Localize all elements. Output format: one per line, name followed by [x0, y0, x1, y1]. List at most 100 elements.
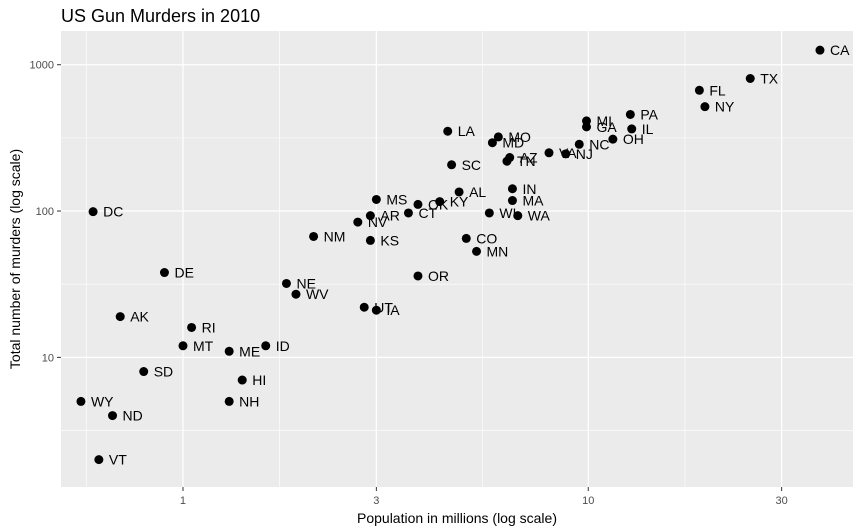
point-label-az: AZ: [520, 150, 538, 166]
point-vt: [94, 455, 104, 465]
point-dc: [88, 207, 98, 217]
point-label-in: IN: [522, 181, 536, 197]
point-la: [443, 126, 453, 136]
point-wi: [484, 208, 494, 218]
point-md: [487, 138, 497, 148]
point-label-mt: MT: [193, 338, 214, 354]
point-label-va: VA: [559, 145, 577, 161]
point-label-il: IL: [642, 121, 654, 137]
point-ca: [815, 45, 825, 55]
point-label-md: MD: [502, 135, 524, 151]
y-tick-label: 10: [42, 352, 54, 364]
point-ny: [700, 102, 710, 112]
point-sd: [139, 367, 149, 377]
point-label-la: LA: [458, 123, 476, 139]
point-label-ia: IA: [386, 302, 400, 318]
point-in: [507, 184, 517, 194]
point-label-me: ME: [239, 343, 260, 359]
point-va: [544, 148, 554, 158]
point-label-ga: GA: [597, 119, 618, 135]
point-nd: [108, 411, 118, 421]
point-label-tn: TN: [517, 153, 536, 169]
point-label-ny: NY: [715, 99, 735, 115]
point-ma: [507, 196, 517, 206]
x-axis: 1 3 10 30: [180, 487, 788, 507]
point-label-oh: OH: [623, 131, 644, 147]
point-label-wi: WI: [499, 205, 516, 221]
point-label-ky: KY: [450, 194, 469, 210]
x-tick-label: 30: [776, 495, 788, 507]
y-axis-title: Total number of murders (log scale): [7, 149, 23, 369]
point-label-mi: MI: [597, 113, 613, 129]
point-label-ak: AK: [130, 309, 149, 325]
point-label-id: ID: [276, 338, 290, 354]
point-or: [413, 271, 423, 281]
point-label-nd: ND: [123, 408, 143, 424]
y-tick-label: 1000: [30, 60, 54, 72]
point-ct: [403, 208, 413, 218]
grid-lines: [61, 31, 853, 487]
x-tick-label: 3: [373, 495, 379, 507]
point-label-al: AL: [469, 184, 486, 200]
point-mn: [472, 246, 482, 256]
point-label-wa: WA: [528, 208, 551, 224]
point-label-fl: FL: [709, 82, 726, 98]
point-label-ar: AR: [380, 208, 399, 224]
point-hi: [237, 375, 247, 385]
point-label-nc: NC: [589, 136, 609, 152]
point-label-or: OR: [428, 268, 449, 284]
point-ar: [365, 211, 375, 221]
point-label-mo: MO: [508, 129, 531, 145]
x-tick-label: 10: [582, 495, 594, 507]
point-ri: [187, 322, 197, 332]
point-label-de: DE: [174, 265, 193, 281]
y-axis: 10 100 1000: [30, 60, 61, 364]
point-label-ne: NE: [296, 275, 315, 291]
data-points: [76, 45, 825, 465]
point-sc: [447, 160, 457, 170]
point-label-ut: UT: [374, 299, 393, 315]
point-label-nh: NH: [239, 393, 259, 409]
point-label-tx: TX: [760, 71, 779, 87]
point-label-mn: MN: [487, 243, 509, 259]
point-label-sc: SC: [462, 157, 481, 173]
point-il: [627, 124, 637, 134]
point-wa: [513, 211, 523, 221]
point-ky: [435, 197, 445, 207]
point-label-wy: WY: [91, 393, 114, 409]
point-label-ca: CA: [830, 42, 850, 58]
point-label-ok: OK: [428, 196, 449, 212]
point-ut: [359, 302, 369, 312]
point-ga: [582, 122, 592, 132]
point-label-nm: NM: [324, 228, 346, 244]
point-label-co: CO: [476, 230, 497, 246]
point-nj: [561, 149, 571, 159]
y-tick-label: 100: [36, 206, 54, 218]
point-ms: [371, 194, 381, 204]
point-mt: [178, 341, 188, 351]
point-oh: [608, 134, 618, 144]
point-label-ks: KS: [380, 232, 399, 248]
point-ia: [371, 305, 381, 315]
point-label-nv: NV: [368, 214, 388, 230]
point-de: [159, 268, 169, 278]
point-mo: [493, 132, 503, 142]
point-label-nj: NJ: [576, 146, 593, 162]
point-nv: [353, 217, 363, 227]
point-ks: [365, 235, 375, 245]
point-ak: [115, 312, 125, 322]
x-tick-label: 1: [180, 495, 186, 507]
point-ne: [281, 278, 291, 288]
point-nc: [574, 139, 584, 149]
point-co: [461, 233, 471, 243]
point-ok: [413, 199, 423, 209]
point-tn: [502, 156, 512, 166]
point-nh: [224, 396, 234, 406]
x-axis-title: Population in millions (log scale): [357, 510, 557, 526]
chart-title: US Gun Murders in 2010: [61, 6, 260, 26]
point-label-ri: RI: [202, 319, 216, 335]
point-fl: [694, 85, 704, 95]
point-label-ms: MS: [386, 191, 407, 207]
